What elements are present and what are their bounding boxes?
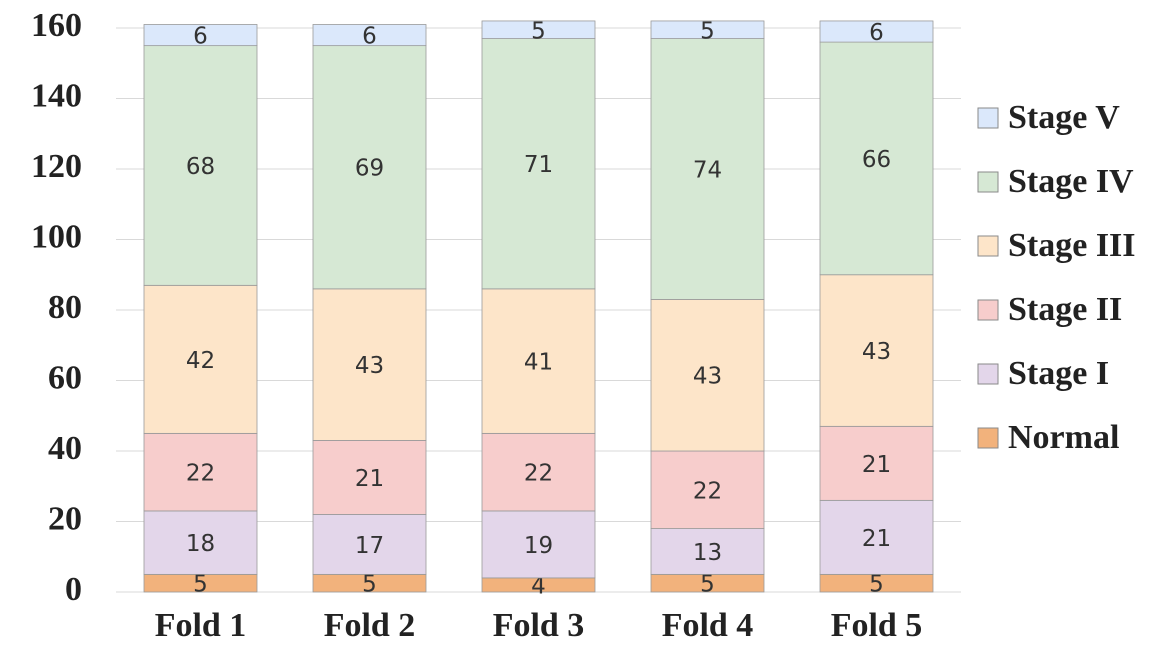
data-label: 6: [193, 24, 208, 50]
bar-segment: [650, 450, 765, 529]
data-label: 22: [693, 478, 722, 504]
bar-segment: [481, 510, 596, 579]
bar-segment: [481, 38, 596, 290]
legend-swatch: [977, 171, 999, 193]
data-label: 19: [524, 533, 553, 559]
bar-segment: [312, 514, 427, 575]
data-label: 22: [524, 461, 553, 487]
y-tick-label: 20: [48, 500, 82, 537]
bar-segment: [143, 432, 258, 512]
data-label: 43: [693, 364, 722, 390]
bar-segment: [143, 24, 258, 47]
data-label: 5: [700, 572, 715, 598]
legend-swatch: [977, 427, 999, 449]
x-tick-label: Fold 1: [155, 607, 247, 644]
data-label: 5: [362, 572, 377, 598]
bar-segment: [312, 24, 427, 47]
data-label: 74: [693, 158, 722, 184]
bar-segment: [312, 288, 427, 441]
data-label: 41: [524, 350, 553, 376]
data-label: 6: [362, 24, 377, 50]
bar-segment: [312, 45, 427, 290]
legend-label: Stage V: [1008, 99, 1120, 136]
data-label: 42: [186, 348, 215, 374]
data-label: 6: [869, 20, 884, 46]
data-label: 5: [700, 18, 715, 44]
data-label: 69: [355, 156, 384, 182]
data-label: 5: [193, 572, 208, 598]
data-label: 21: [862, 526, 891, 552]
y-tick-label: 140: [31, 77, 82, 114]
data-label: 22: [186, 461, 215, 487]
legend-label: Stage IV: [1008, 163, 1134, 200]
bar-segment: [819, 499, 934, 575]
data-label: 4: [531, 573, 546, 599]
y-tick-label: 100: [31, 218, 82, 255]
bar-segment: [312, 440, 427, 515]
legend-label: Normal: [1008, 419, 1119, 456]
bar-segment: [481, 288, 596, 434]
x-tick-label: Fold 4: [662, 607, 754, 644]
bar-segment: [650, 299, 765, 452]
legend-label: Stage II: [1008, 291, 1122, 328]
data-label: 43: [862, 339, 891, 365]
data-label: 68: [186, 154, 215, 180]
y-tick-label: 80: [48, 289, 82, 326]
bar-segment: [481, 432, 596, 512]
bar-segment: [481, 20, 596, 39]
bar-segment: [650, 20, 765, 39]
data-label: 17: [355, 533, 384, 559]
y-tick-label: 0: [65, 571, 82, 608]
y-tick-label: 160: [31, 7, 82, 44]
y-tick-label: 60: [48, 359, 82, 396]
data-label: 5: [531, 18, 546, 44]
data-label: 66: [862, 147, 891, 173]
legend-label: Stage I: [1008, 355, 1109, 392]
legend-label: Stage III: [1008, 227, 1136, 264]
bar-segment: [819, 20, 934, 43]
legend-swatch: [977, 235, 999, 257]
y-tick-label: 40: [48, 430, 82, 467]
data-label: 43: [355, 353, 384, 379]
bar-segment: [650, 38, 765, 300]
legend-swatch: [977, 363, 999, 385]
bar-segment: [143, 510, 258, 575]
data-label: 5: [869, 572, 884, 598]
x-tick-label: Fold 2: [324, 607, 416, 644]
data-label: 18: [186, 531, 215, 557]
legend-swatch: [977, 299, 999, 321]
data-label: 13: [693, 540, 722, 566]
x-tick-label: Fold 5: [831, 607, 923, 644]
bar-segment: [819, 425, 934, 501]
data-label: 21: [355, 466, 384, 492]
y-tick-label: 120: [31, 148, 82, 185]
legend-swatch: [977, 107, 999, 129]
x-tick-label: Fold 3: [493, 607, 585, 644]
data-label: 21: [862, 452, 891, 478]
data-label: 71: [524, 152, 553, 178]
bar-segment: [819, 41, 934, 276]
